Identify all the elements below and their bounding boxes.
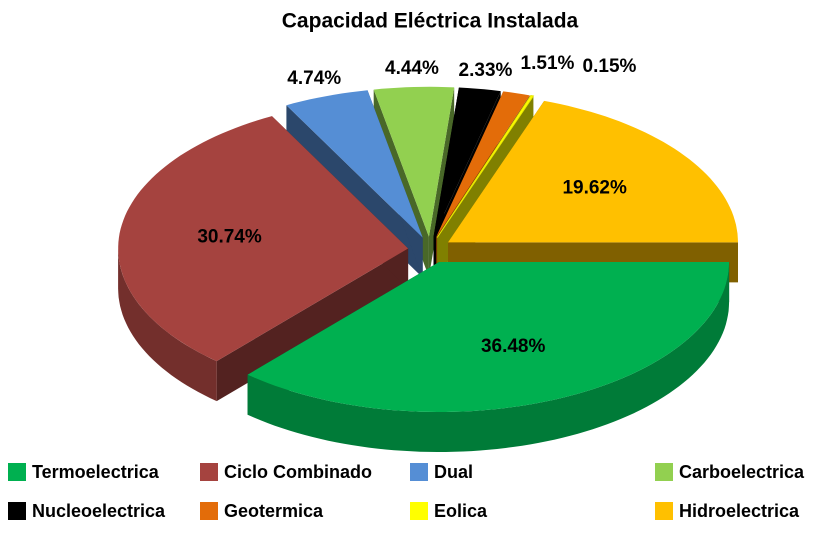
legend-swatch bbox=[8, 463, 26, 481]
chart-title: Capacidad Eléctrica Instalada bbox=[282, 10, 579, 33]
legend-label: Hidroelectrica bbox=[679, 501, 800, 521]
legend: Termoelectrica Ciclo Combinado Dual Carboel… bbox=[8, 462, 805, 521]
data-label: 19.62% bbox=[562, 178, 627, 199]
data-label: 4.44% bbox=[385, 58, 439, 79]
legend-label: Ciclo Combinado bbox=[224, 462, 372, 482]
labels: 36.48% 30.74% 4.74% 4.44% 2.33% 1.51% 0.15% 19.… bbox=[197, 53, 636, 357]
slice bbox=[448, 100, 738, 243]
slice bbox=[247, 262, 730, 412]
slice-side bbox=[216, 248, 409, 402]
legend-label: Geotermica bbox=[224, 501, 324, 521]
data-label: 4.74% bbox=[287, 68, 341, 89]
slice bbox=[433, 87, 501, 237]
legend-label: Nucleoelectrica bbox=[32, 501, 166, 521]
legend-swatch bbox=[200, 502, 218, 520]
data-label: 2.33% bbox=[459, 60, 513, 81]
slice bbox=[373, 86, 455, 237]
legend-swatch bbox=[655, 502, 673, 520]
legend-swatch bbox=[200, 463, 218, 481]
data-label: 0.15% bbox=[583, 56, 637, 77]
legend-label: Termoelectrica bbox=[32, 462, 160, 482]
legend-label: Eolica bbox=[434, 501, 488, 521]
pie bbox=[118, 86, 738, 452]
slice-wall bbox=[247, 262, 730, 452]
legend-swatch bbox=[8, 502, 26, 520]
slice bbox=[436, 95, 535, 238]
slice bbox=[286, 90, 423, 238]
legend-swatch bbox=[410, 463, 428, 481]
data-label: 30.74% bbox=[197, 227, 262, 248]
legend-swatch bbox=[410, 502, 428, 520]
slice bbox=[436, 91, 530, 238]
slice bbox=[118, 116, 409, 362]
data-label: 1.51% bbox=[521, 53, 575, 74]
data-label: 36.48% bbox=[481, 336, 546, 357]
legend-label: Carboelectrica bbox=[679, 462, 805, 482]
legend-label: Dual bbox=[434, 462, 473, 482]
legend-swatch bbox=[655, 463, 673, 481]
slice-wall bbox=[118, 248, 217, 402]
